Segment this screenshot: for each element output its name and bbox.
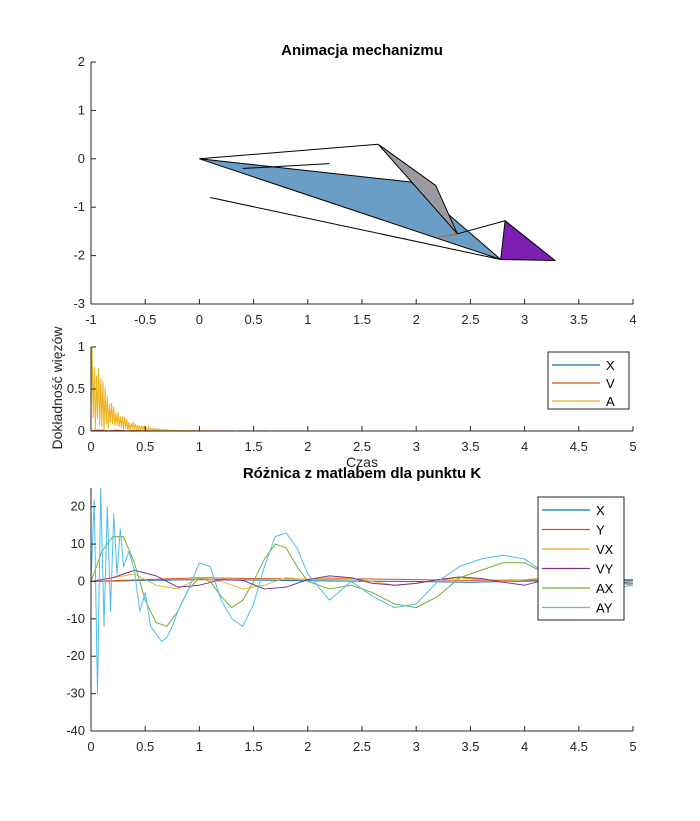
coupler-short	[242, 163, 330, 169]
y-tick-label: 1	[78, 102, 85, 117]
x-tick-label: 1	[196, 439, 203, 454]
x-tick-label: 3	[413, 739, 420, 754]
series-ax-line	[90, 536, 634, 627]
x-tick-label: 1.5	[245, 439, 263, 454]
x-tick-label: 2.5	[353, 739, 371, 754]
y-tick-label: -40	[66, 723, 85, 738]
x-tick-label: 1.5	[245, 739, 263, 754]
x-tick-label: 2	[304, 739, 311, 754]
y-tick-label: 0	[78, 151, 85, 166]
lower-rod	[210, 197, 501, 260]
x-tick-label: 0	[87, 439, 94, 454]
rocker-link	[377, 143, 458, 235]
legend-label: AY	[596, 601, 613, 616]
x-tick-label: 5	[629, 739, 636, 754]
y-tick-label: 2	[78, 54, 85, 69]
x-tick-label: 2	[304, 439, 311, 454]
x-tick-label: 0	[87, 739, 94, 754]
end-link	[500, 219, 557, 261]
x-tick-label: 3.5	[570, 312, 588, 327]
y-tick-label: -1	[73, 199, 85, 214]
x-tick-label: 2	[413, 312, 420, 327]
difference-axes: Różnica z matlabem dla punktu K 0 0.5 1 1.5…	[66, 465, 636, 754]
y-tick-label: -2	[73, 248, 85, 263]
legend-label: X	[596, 503, 605, 518]
x-tick-label: 4	[521, 739, 528, 754]
legend-label: VY	[596, 562, 614, 577]
constraint-xlabel: Czas	[346, 454, 378, 470]
x-tick-label: -1	[85, 312, 97, 327]
constraint-legend: XVA	[547, 351, 630, 410]
x-tick-label: 4.5	[570, 439, 588, 454]
x-tick-label: 1	[196, 739, 203, 754]
x-tick-label: 1	[304, 312, 311, 327]
x-tick-label: 1.5	[353, 312, 371, 327]
y-tick-label: -10	[66, 611, 85, 626]
x-tick-label: 4.5	[570, 739, 588, 754]
series-ay-line	[90, 487, 634, 695]
x-tick-label: 2.5	[353, 439, 371, 454]
y-tick-label: 0.5	[67, 381, 85, 396]
x-tick-label: 3.5	[461, 439, 479, 454]
constraint-ylabel: Dokładność więzów	[49, 326, 65, 450]
y-tick-label: 10	[71, 536, 85, 551]
x-tick-label: 3.5	[461, 739, 479, 754]
orange-link	[437, 233, 458, 238]
mechanism-y-ticks: 2 1 0 -1 -2 -3	[73, 54, 96, 311]
y-tick-label: 0	[78, 423, 85, 438]
y-tick-label: 0	[78, 573, 85, 588]
x-tick-label: 4	[629, 312, 636, 327]
legend-box	[547, 351, 630, 410]
mechanism-title: Animacja mechanizmu	[281, 42, 443, 59]
difference-title: Różnica z matlabem dla punktu K	[243, 465, 482, 482]
legend-box	[537, 496, 625, 621]
legend-label: A	[606, 394, 615, 409]
difference-x-ticks: 0 0.5 1 1.5 2 2.5 3 3.5 4 4.5 5	[87, 726, 637, 754]
x-tick-label: 3	[521, 312, 528, 327]
coupler-upper	[199, 143, 379, 160]
x-tick-label: -0.5	[134, 312, 156, 327]
legend-label: Y	[596, 523, 605, 538]
x-tick-label: 0	[196, 312, 203, 327]
mechanism-shapes	[199, 143, 557, 261]
x-tick-label: 0.5	[245, 312, 263, 327]
legend-label: VX	[596, 542, 614, 557]
y-tick-label: -20	[66, 648, 85, 663]
mechanism-axes: Animacja mechanizmu -1 -0.5 0 0.5 1 1.5 2 2.5 3 3…	[73, 42, 636, 327]
x-tick-label: 0.5	[136, 739, 154, 754]
difference-y-ticks: 20 10 0 -10 -20 -30 -40	[66, 499, 96, 738]
main-link	[199, 158, 502, 260]
x-tick-label: 5	[629, 439, 636, 454]
x-tick-label: 2.5	[461, 312, 479, 327]
x-tick-label: 3	[413, 439, 420, 454]
difference-legend: XY VX VY AX AY	[537, 496, 625, 621]
legend-label: V	[606, 376, 615, 391]
x-tick-label: 0.5	[136, 439, 154, 454]
x-tick-label: 4	[521, 439, 528, 454]
constraint-x-ticks: 0 0.5 1 1.5 2 2.5 3 3.5 4 4.5 5	[87, 426, 637, 454]
y-tick-label: 1	[78, 339, 85, 354]
y-tick-label: -3	[73, 296, 85, 311]
y-tick-label: 20	[71, 499, 85, 514]
connector	[457, 220, 506, 235]
constraint-y-ticks: 10.50	[67, 339, 96, 438]
legend-label: X	[606, 358, 615, 373]
constraint-axes: 0 0.5 1 1.5 2 2.5 3 3.5 4 4.5 5 10.50 Czas Dokładn…	[49, 326, 637, 470]
y-tick-label: -30	[66, 686, 85, 701]
mechanism-x-ticks: -1 -0.5 0 0.5 1 1.5 2 2.5 3 3.5 4	[85, 299, 637, 327]
legend-label: AX	[596, 581, 614, 596]
